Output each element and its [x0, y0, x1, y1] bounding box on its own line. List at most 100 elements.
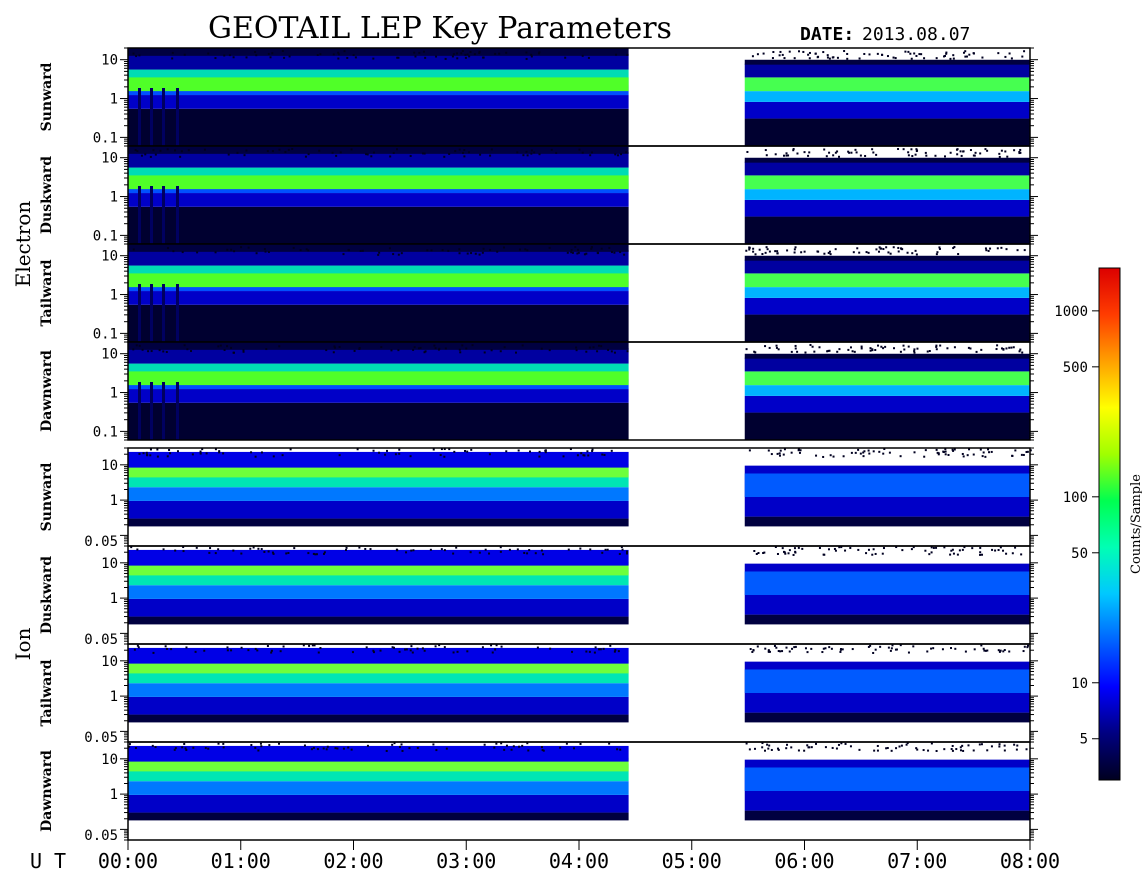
spectrogram-speckle — [988, 451, 991, 454]
spectrogram-speckle — [266, 644, 269, 647]
spectrogram-speckle — [495, 742, 498, 745]
spectrogram-speckle — [796, 350, 799, 353]
x-tick-label: 02:00 — [323, 849, 383, 873]
spectrogram-speckle — [610, 251, 613, 254]
spectrogram-speckle — [366, 153, 369, 156]
spectrogram-speckle — [187, 149, 190, 152]
spectrogram-speckle — [346, 56, 349, 59]
spectrogram-speckle — [981, 455, 984, 458]
spectrogram-speckle — [794, 550, 797, 553]
spectrogram-speckle — [999, 649, 1002, 652]
spectrogram-speckle — [469, 51, 472, 54]
spectrogram-speckle — [353, 349, 356, 352]
spectrogram-speckle — [620, 546, 623, 549]
spectrogram-speckle — [952, 449, 955, 452]
spectrogram-speckle — [892, 246, 895, 249]
spectrogram-speckle — [377, 253, 380, 256]
spectrogram-speckle — [358, 347, 361, 350]
spectrogram-speckle — [347, 248, 350, 251]
spectrogram-speckle — [469, 551, 472, 554]
spectrogram-speckle — [781, 650, 784, 653]
spectrogram-speckle — [788, 549, 791, 552]
spectrogram-speckle — [171, 57, 174, 60]
spectrogram-speckle — [391, 743, 394, 746]
spectrogram-speckle — [318, 149, 321, 152]
spectrogram-speckle — [395, 548, 398, 551]
spectrogram-speckle — [828, 349, 831, 352]
spectrogram-speckle — [580, 452, 583, 455]
spectrogram-speckle — [443, 549, 446, 552]
spectrogram-band — [128, 616, 629, 625]
spectrogram-band — [128, 402, 629, 440]
spectrogram-speckle — [548, 349, 551, 352]
spectrogram-speckle — [292, 246, 295, 249]
spectrogram-speckle — [849, 745, 852, 748]
spectrogram-streak — [138, 186, 141, 244]
spectrogram-speckle — [439, 454, 442, 457]
spectrogram-speckle — [518, 248, 521, 251]
spectrogram-speckle — [174, 747, 177, 750]
spectrogram-speckle — [626, 350, 629, 353]
spectrogram-speckle — [255, 54, 258, 57]
spectrogram-speckle — [779, 650, 782, 653]
spectrogram-speckle — [448, 152, 451, 155]
spectrogram-speckle — [176, 450, 179, 453]
spectrogram-speckle — [166, 647, 169, 650]
spectrogram-speckle — [972, 749, 975, 752]
spectrogram-speckle — [456, 57, 459, 60]
spectrogram-speckle — [788, 50, 791, 53]
spectrogram-speckle — [886, 746, 889, 749]
spectrogram-speckle — [850, 451, 853, 454]
spectrogram-speckle — [243, 154, 246, 157]
spectrogram-band — [744, 810, 1030, 821]
spectrogram-speckle — [823, 252, 826, 255]
spectrogram-speckle — [951, 749, 954, 752]
spectrogram-speckle — [464, 56, 467, 59]
spectrogram-speckle — [481, 646, 484, 649]
spectrogram-speckle — [562, 455, 565, 458]
spectrogram-band — [744, 287, 1030, 298]
spectrogram-speckle — [1025, 748, 1028, 751]
spectrogram-speckle — [945, 52, 948, 55]
spectrogram-speckle — [778, 452, 781, 455]
spectrogram-streak — [150, 284, 153, 342]
spectrogram-speckle — [133, 648, 136, 651]
spectrogram-speckle — [199, 452, 202, 455]
spectrogram-speckle — [846, 52, 849, 55]
spectrogram-speckle — [138, 452, 141, 455]
spectrogram-speckle — [957, 253, 960, 256]
spectrogram-speckle — [424, 350, 427, 353]
spectrogram-speckle — [945, 51, 948, 54]
spectrogram-speckle — [937, 453, 940, 456]
spectrogram-band — [744, 189, 1030, 200]
spectrogram-speckle — [385, 749, 388, 752]
spectrogram-speckle — [183, 53, 186, 56]
spectrogram-speckle — [550, 148, 553, 151]
spectrogram-speckle — [230, 248, 233, 251]
spectrogram-speckle — [466, 53, 469, 56]
spectrogram-band — [744, 216, 1030, 244]
spectrogram-speckle — [952, 247, 955, 250]
spectrogram-speckle — [756, 53, 759, 56]
spectrogram-speckle — [920, 53, 923, 56]
spectrogram-speckle — [619, 153, 622, 156]
spectrogram-speckle — [265, 348, 268, 351]
spectrogram-speckle — [338, 454, 341, 457]
colorbar-label: Counts/Sample — [1129, 474, 1142, 574]
spectrogram-speckle — [257, 749, 260, 752]
spectrogram-speckle — [538, 153, 541, 156]
spectrogram-band — [128, 585, 629, 599]
spectrogram-speckle — [803, 151, 806, 154]
spectrogram-speckle — [1000, 347, 1003, 350]
spectrogram-speckle — [839, 650, 842, 653]
spectrogram-speckle — [788, 650, 791, 653]
spectrogram-band — [744, 59, 1030, 65]
spectrogram-speckle — [608, 246, 611, 249]
spectrogram-speckle — [994, 549, 997, 552]
spectrogram-speckle — [915, 747, 918, 750]
spectrogram-speckle — [625, 552, 628, 555]
spectrogram-speckle — [985, 249, 988, 252]
spectrogram-speckle — [762, 52, 765, 55]
spectrogram-band — [744, 353, 1030, 359]
